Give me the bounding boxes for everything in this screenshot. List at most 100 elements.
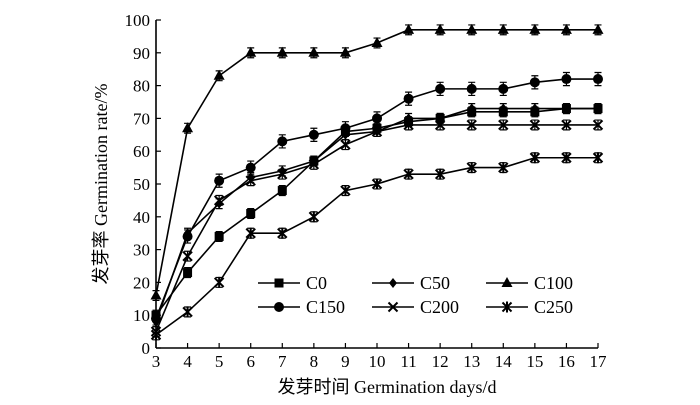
data-point bbox=[277, 227, 288, 239]
data-point bbox=[308, 129, 319, 140]
data-point bbox=[529, 152, 541, 164]
data-point bbox=[213, 69, 225, 80]
data-point bbox=[435, 83, 446, 94]
y-tick-label: 80 bbox=[133, 77, 150, 96]
x-tick-label: 12 bbox=[432, 352, 449, 371]
data-point bbox=[529, 23, 541, 34]
data-point bbox=[466, 23, 478, 34]
series-c150 bbox=[151, 71, 603, 326]
legend-label: C50 bbox=[420, 273, 450, 293]
data-point bbox=[498, 162, 509, 174]
data-point bbox=[529, 77, 540, 88]
y-tick-label: 90 bbox=[133, 44, 150, 63]
data-point bbox=[562, 103, 571, 114]
data-point bbox=[466, 119, 477, 131]
x-tick-label: 6 bbox=[246, 352, 255, 371]
data-point bbox=[308, 159, 320, 170]
legend-label: C150 bbox=[306, 297, 345, 317]
data-point bbox=[403, 119, 414, 131]
y-tick-label: 30 bbox=[133, 241, 150, 260]
x-tick-label: 9 bbox=[341, 352, 350, 371]
legend-marker bbox=[274, 302, 284, 312]
data-point bbox=[561, 74, 572, 85]
data-point bbox=[467, 103, 476, 114]
y-tick-label: 100 bbox=[125, 11, 151, 30]
legend-item-c200: C200 bbox=[372, 297, 459, 317]
data-point bbox=[466, 83, 477, 94]
data-point bbox=[498, 119, 509, 131]
data-point bbox=[434, 23, 446, 34]
data-point bbox=[245, 46, 257, 57]
data-point bbox=[497, 23, 509, 34]
data-point bbox=[308, 211, 320, 223]
data-point bbox=[404, 113, 413, 124]
data-point bbox=[277, 136, 288, 147]
y-tick-label: 60 bbox=[133, 142, 150, 161]
x-axis-title: 发芽时间 Germination days/d bbox=[278, 377, 497, 397]
legend-marker bbox=[389, 278, 397, 288]
data-point bbox=[213, 276, 225, 288]
data-point bbox=[530, 103, 539, 114]
data-point bbox=[592, 119, 604, 131]
series-line bbox=[155, 107, 598, 323]
data-point bbox=[561, 152, 572, 164]
x-tick-label: 4 bbox=[183, 352, 192, 371]
data-point bbox=[246, 209, 256, 219]
data-point bbox=[466, 162, 477, 174]
data-point bbox=[592, 23, 604, 34]
data-point bbox=[529, 119, 541, 131]
data-point bbox=[245, 162, 256, 173]
legend-item-c50: C50 bbox=[372, 273, 450, 293]
data-point bbox=[434, 119, 446, 131]
x-tick-label: 15 bbox=[526, 352, 543, 371]
y-axis: 0 10 20 30 40 50 60 70 80 90 100 bbox=[125, 11, 161, 358]
data-point bbox=[245, 227, 256, 239]
data-point bbox=[372, 113, 382, 124]
legend-label: C0 bbox=[306, 273, 327, 293]
x-tick-label: 14 bbox=[495, 352, 513, 371]
data-point bbox=[245, 175, 256, 186]
data-point bbox=[213, 195, 225, 206]
y-axis-title: 发芽率 Germination rate/% bbox=[91, 84, 111, 285]
y-tick-label: 0 bbox=[142, 339, 151, 358]
legend-label: C100 bbox=[534, 273, 573, 293]
data-point bbox=[436, 113, 445, 124]
x-tick-label: 5 bbox=[215, 352, 224, 371]
x-axis: 3 4 5 6 7 8 9 10 11 12 13 14 15 16 17 bbox=[152, 343, 607, 371]
data-point bbox=[214, 231, 224, 241]
y-tick-label: 50 bbox=[133, 175, 150, 194]
data-point bbox=[182, 231, 193, 242]
data-point bbox=[498, 83, 509, 94]
data-point bbox=[371, 126, 383, 137]
data-point bbox=[560, 23, 572, 34]
legend: C0 C50 C100 C150 C200 C250 bbox=[258, 273, 573, 317]
legend-marker bbox=[387, 301, 399, 313]
data-point bbox=[594, 103, 602, 114]
x-tick-label: 16 bbox=[558, 352, 575, 371]
y-tick-label: 10 bbox=[133, 306, 150, 325]
legend-item-c100: C100 bbox=[486, 273, 573, 293]
x-tick-label: 3 bbox=[152, 352, 161, 371]
data-point bbox=[340, 123, 351, 134]
x-tick-label: 10 bbox=[369, 352, 386, 371]
x-tick-label: 7 bbox=[278, 352, 287, 371]
data-point bbox=[499, 103, 508, 114]
data-point bbox=[403, 168, 414, 180]
y-tick-label: 20 bbox=[133, 273, 150, 292]
legend-marker bbox=[501, 301, 513, 313]
legend-marker bbox=[274, 278, 284, 288]
data-point bbox=[150, 329, 162, 341]
data-point bbox=[277, 186, 287, 196]
y-tick-label: 40 bbox=[133, 208, 150, 227]
data-point bbox=[340, 185, 351, 197]
series-c100 bbox=[150, 23, 604, 302]
legend-item-c0: C0 bbox=[258, 273, 327, 293]
data-point bbox=[182, 306, 193, 318]
data-point bbox=[214, 175, 225, 186]
data-point bbox=[403, 93, 414, 104]
series-c200 bbox=[150, 119, 604, 338]
data-point bbox=[277, 168, 288, 180]
legend-label: C200 bbox=[420, 297, 459, 317]
data-point bbox=[182, 122, 194, 133]
